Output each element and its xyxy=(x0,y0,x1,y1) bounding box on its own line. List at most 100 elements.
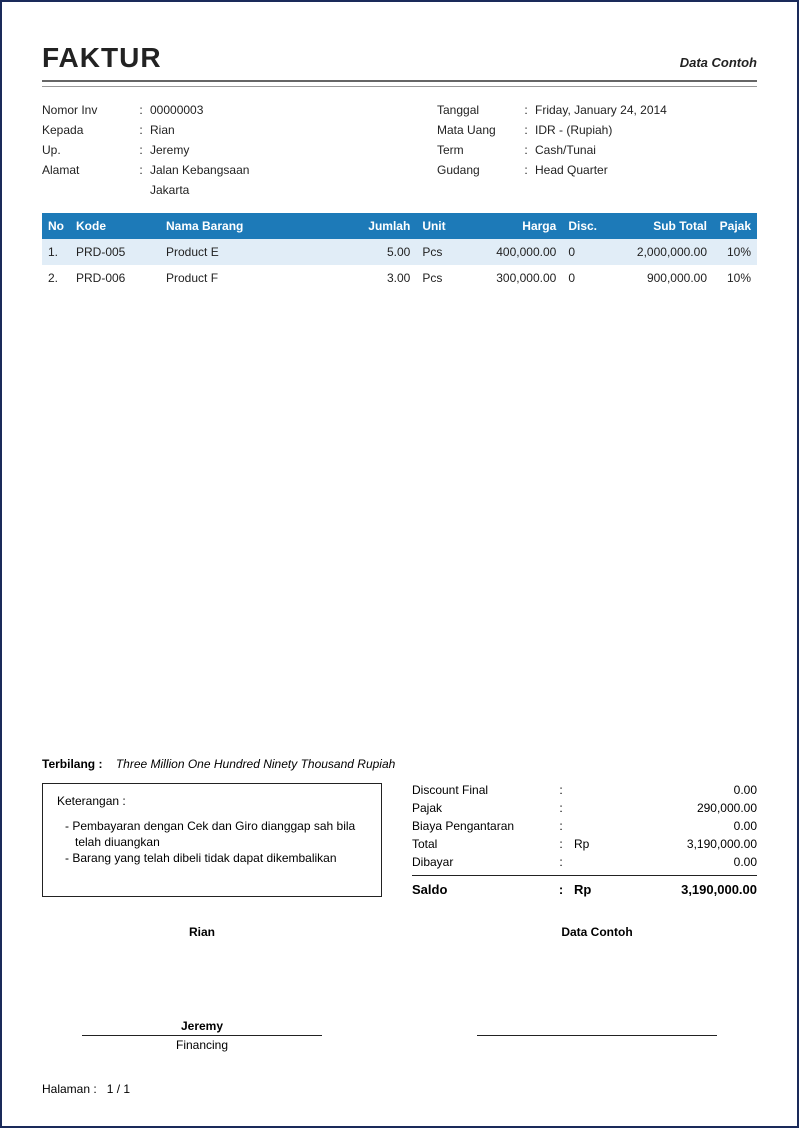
sign-left-line xyxy=(82,1035,322,1036)
info-left: Nomor Inv : 00000003 Kepada : Rian Up. :… xyxy=(42,103,392,197)
label-term: Term xyxy=(437,143,517,157)
cell-pajak: 10% xyxy=(713,239,757,265)
cell-harga: 400,000.00 xyxy=(462,239,562,265)
cell-subtotal: 2,000,000.00 xyxy=(603,239,713,265)
sign-left: Rian Jeremy Financing xyxy=(82,925,322,1052)
info-alamat: Alamat : Jalan Kebangsaan xyxy=(42,163,392,177)
colon: : xyxy=(132,103,150,117)
signatures: Rian Jeremy Financing Data Contoh xyxy=(42,925,757,1052)
total-dibayar: Dibayar : 0.00 xyxy=(412,855,757,869)
total-total: Total : Rp 3,190,000.00 xyxy=(412,837,757,851)
cell-no: 1. xyxy=(42,239,70,265)
table-head: No Kode Nama Barang Jumlah Unit Harga Di… xyxy=(42,213,757,239)
notes-title: Keterangan : xyxy=(57,794,367,808)
note-line: Barang yang telah dibeli tidak dapat dik… xyxy=(65,850,367,866)
info-term: Term : Cash/Tunai xyxy=(437,143,757,157)
cell-no: 2. xyxy=(42,265,70,291)
colon: : xyxy=(132,143,150,157)
th-unit: Unit xyxy=(416,213,462,239)
label-alamat: Alamat xyxy=(42,163,132,177)
th-harga: Harga xyxy=(462,213,562,239)
sign-left-under: Jeremy xyxy=(82,1019,322,1033)
colon: : xyxy=(517,143,535,157)
colon: : xyxy=(132,163,150,177)
header-wrap: FAKTUR Data Contoh xyxy=(42,42,757,103)
label-tanggal: Tanggal xyxy=(437,103,517,117)
header: FAKTUR Data Contoh xyxy=(42,42,757,82)
sign-right-name: Data Contoh xyxy=(477,925,717,939)
bottom-row: Keterangan : Pembayaran dengan Cek dan G… xyxy=(42,783,757,897)
cell-kode: PRD-005 xyxy=(70,239,160,265)
table-row: 2.PRD-006Product F3.00Pcs300,000.000900,… xyxy=(42,265,757,291)
info-right: Tanggal : Friday, January 24, 2014 Mata … xyxy=(437,103,757,197)
info-row: Nomor Inv : 00000003 Kepada : Rian Up. :… xyxy=(42,103,757,197)
cell-subtotal: 900,000.00 xyxy=(603,265,713,291)
label-kepada: Kepada xyxy=(42,123,132,137)
table-body: 1.PRD-005Product E5.00Pcs400,000.0002,00… xyxy=(42,239,757,291)
footer-value: 1 / 1 xyxy=(107,1082,130,1096)
note-line: Pembayaran dengan Cek dan Giro dianggap … xyxy=(65,818,367,850)
colon: : xyxy=(132,123,150,137)
doc-title: FAKTUR xyxy=(42,42,162,74)
cell-disc: 0 xyxy=(562,265,603,291)
th-kode: Kode xyxy=(70,213,160,239)
info-gudang: Gudang : Head Quarter xyxy=(437,163,757,177)
footer-label: Halaman : xyxy=(42,1082,97,1096)
cell-pajak: 10% xyxy=(713,265,757,291)
cell-nama: Product F xyxy=(160,265,356,291)
doc-subtitle: Data Contoh xyxy=(680,55,757,70)
label-nomor: Nomor Inv xyxy=(42,103,132,117)
cell-unit: Pcs xyxy=(416,265,462,291)
label-gudang: Gudang xyxy=(437,163,517,177)
info-kepada: Kepada : Rian xyxy=(42,123,392,137)
terbilang: Terbilang : Three Million One Hundred Ni… xyxy=(42,757,757,777)
cell-kode: PRD-006 xyxy=(70,265,160,291)
items-table: No Kode Nama Barang Jumlah Unit Harga Di… xyxy=(42,213,757,291)
info-alamat2: Jakarta xyxy=(42,183,392,197)
sign-left-name: Rian xyxy=(82,925,322,939)
table-row: 1.PRD-005Product E5.00Pcs400,000.0002,00… xyxy=(42,239,757,265)
th-no: No xyxy=(42,213,70,239)
value-kepada: Rian xyxy=(150,123,392,137)
th-disc: Disc. xyxy=(562,213,603,239)
cell-nama: Product E xyxy=(160,239,356,265)
info-up: Up. : Jeremy xyxy=(42,143,392,157)
th-subtotal: Sub Total xyxy=(603,213,713,239)
invoice-page: FAKTUR Data Contoh Nomor Inv : 00000003 … xyxy=(0,0,799,1128)
value-nomor: 00000003 xyxy=(150,103,392,117)
th-jumlah: Jumlah xyxy=(356,213,416,239)
info-matauang: Mata Uang : IDR - (Rupiah) xyxy=(437,123,757,137)
totals: Discount Final : 0.00 Pajak : 290,000.00… xyxy=(412,783,757,897)
colon: : xyxy=(517,163,535,177)
label-matauang: Mata Uang xyxy=(437,123,517,137)
total-pajak: Pajak : 290,000.00 xyxy=(412,801,757,815)
notes-box: Keterangan : Pembayaran dengan Cek dan G… xyxy=(42,783,382,897)
value-alamat1: Jalan Kebangsaan xyxy=(150,163,392,177)
total-biaya: Biaya Pengantaran : 0.00 xyxy=(412,819,757,833)
cell-harga: 300,000.00 xyxy=(462,265,562,291)
value-tanggal: Friday, January 24, 2014 xyxy=(535,103,757,117)
value-alamat2: Jakarta xyxy=(150,183,392,197)
notes-list: Pembayaran dengan Cek dan Giro dianggap … xyxy=(57,818,367,867)
page-footer: Halaman : 1 / 1 xyxy=(42,1082,757,1096)
th-nama: Nama Barang xyxy=(160,213,356,239)
total-discount: Discount Final : 0.00 xyxy=(412,783,757,797)
sign-right-line xyxy=(477,1035,717,1036)
colon: : xyxy=(517,123,535,137)
sign-left-role: Financing xyxy=(82,1038,322,1052)
value-up: Jeremy xyxy=(150,143,392,157)
cell-disc: 0 xyxy=(562,239,603,265)
value-term: Cash/Tunai xyxy=(535,143,757,157)
info-tanggal: Tanggal : Friday, January 24, 2014 xyxy=(437,103,757,117)
terbilang-value: Three Million One Hundred Ninety Thousan… xyxy=(116,757,396,771)
cell-jumlah: 3.00 xyxy=(356,265,416,291)
th-pajak: Pajak xyxy=(713,213,757,239)
value-gudang: Head Quarter xyxy=(535,163,757,177)
header-rule xyxy=(42,86,757,87)
terbilang-label: Terbilang : xyxy=(42,757,102,771)
totals-divider xyxy=(412,875,757,876)
colon: : xyxy=(517,103,535,117)
label-up: Up. xyxy=(42,143,132,157)
info-nomor: Nomor Inv : 00000003 xyxy=(42,103,392,117)
total-saldo: Saldo : Rp 3,190,000.00 xyxy=(412,882,757,897)
